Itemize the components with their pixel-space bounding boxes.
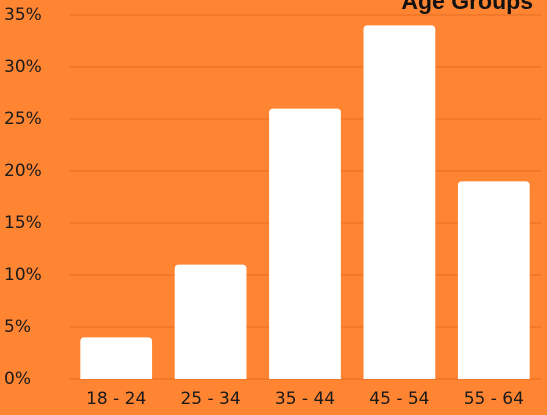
bar — [363, 25, 436, 380]
y-tick-label: 10% — [4, 265, 42, 285]
x-tick-label: 55 - 64 — [464, 389, 524, 409]
x-tick-label: 25 - 34 — [180, 389, 240, 409]
bar — [269, 108, 341, 379]
y-tick-label: 5% — [4, 317, 31, 337]
y-tick-label: 20% — [4, 161, 42, 181]
bar — [174, 264, 247, 379]
y-tick-label: 35% — [4, 5, 42, 25]
y-tick-label: 25% — [4, 109, 42, 129]
bar — [80, 337, 153, 379]
x-tick-label: 18 - 24 — [86, 389, 146, 409]
chart-title: Age Groups — [401, 0, 533, 14]
x-tick-label: 45 - 54 — [369, 389, 429, 409]
y-tick-label: 30% — [4, 57, 42, 77]
y-tick-label: 15% — [4, 213, 42, 233]
y-tick-label: 0% — [4, 369, 31, 389]
bar — [457, 181, 530, 379]
x-tick-label: 35 - 44 — [275, 389, 335, 409]
